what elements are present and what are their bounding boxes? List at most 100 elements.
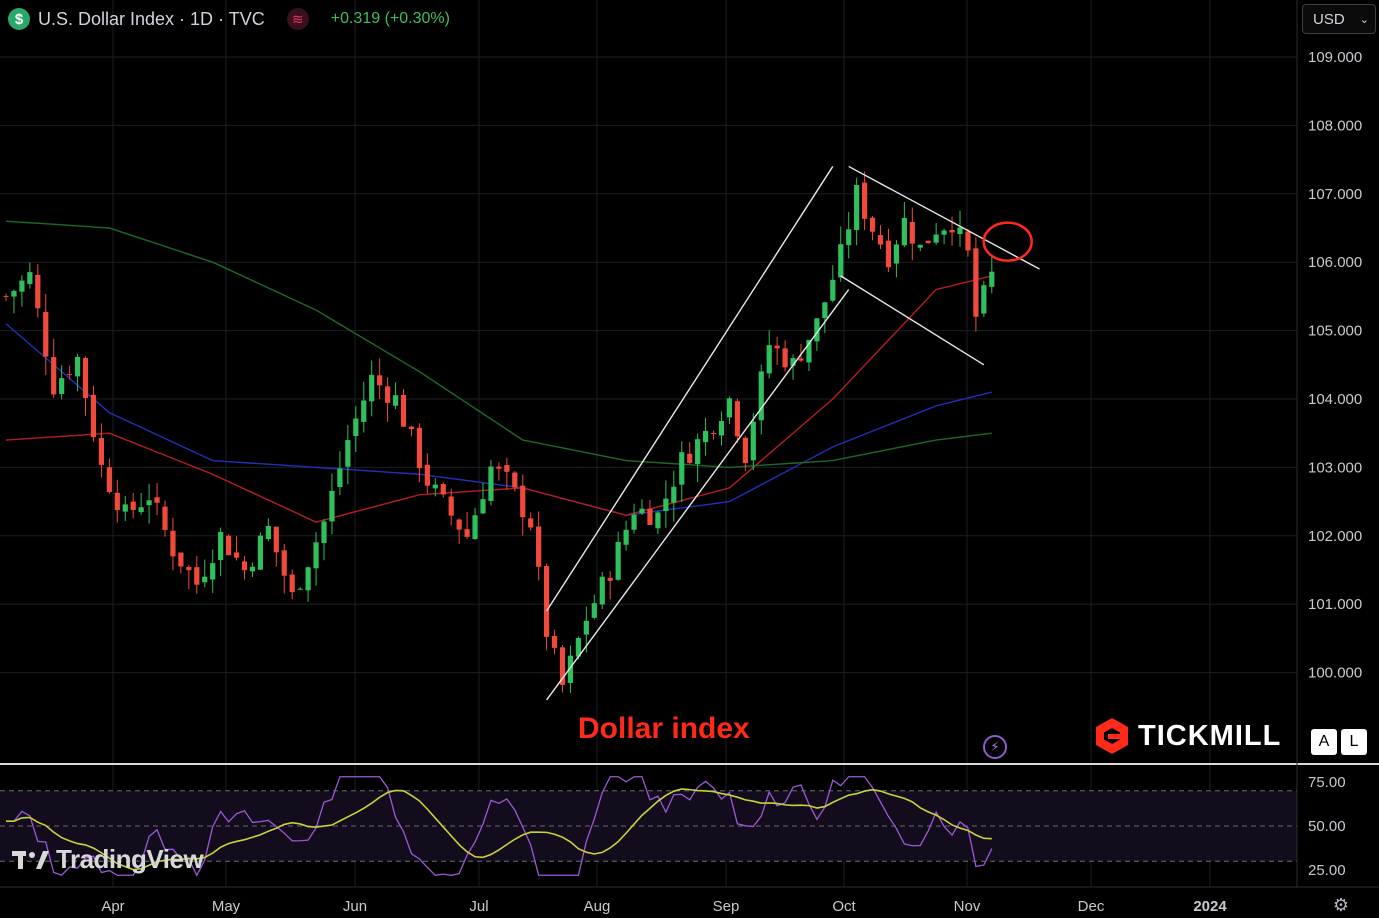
log-scale-button[interactable]: L xyxy=(1341,729,1367,755)
candle-body xyxy=(734,401,740,437)
falling-channel-upper xyxy=(848,165,1040,270)
annotation-label: Dollar index xyxy=(578,712,750,745)
candle-body xyxy=(973,248,979,317)
candle-body xyxy=(917,244,923,248)
candle-body xyxy=(512,472,518,488)
candle-body xyxy=(790,358,796,366)
tradingview-logo: TradingView xyxy=(10,844,204,875)
time-tick-label: Dec xyxy=(1078,898,1105,915)
price-tick-label: 109.000 xyxy=(1308,49,1362,66)
candle-body xyxy=(679,452,685,485)
candle-body xyxy=(106,467,112,493)
price-tick-label: 102.000 xyxy=(1308,528,1362,545)
tickmill-text: TICKMILL xyxy=(1138,719,1282,752)
candle-body xyxy=(774,345,780,349)
candle-body xyxy=(194,567,200,585)
candle-body xyxy=(377,375,383,386)
ma-line-ma200 xyxy=(5,220,992,469)
candle-body xyxy=(464,529,470,537)
candle-body xyxy=(536,526,542,567)
candle-body xyxy=(440,484,446,495)
settings-gear-icon[interactable]: ⚙ xyxy=(1332,895,1350,915)
candle-body xyxy=(687,453,693,463)
price-tick-label: 104.000 xyxy=(1308,391,1362,408)
candle-body xyxy=(981,285,987,314)
candle-body xyxy=(782,348,788,368)
candle-body xyxy=(67,374,73,376)
candle-body xyxy=(186,566,192,571)
falling-channel-lower xyxy=(840,275,985,366)
candle-body xyxy=(313,542,319,569)
candle-body xyxy=(178,552,184,567)
rsi-ma-line xyxy=(5,788,992,871)
candle-body xyxy=(154,497,160,503)
time-tick-label: Jul xyxy=(469,898,488,915)
candle-body xyxy=(51,357,57,395)
candle-body xyxy=(297,588,303,590)
candle-body xyxy=(130,501,136,510)
price-tick-label: 106.000 xyxy=(1308,254,1362,271)
rising-channel-upper xyxy=(546,166,834,612)
trend-lines: Dollar index xyxy=(546,165,1040,745)
rsi-line xyxy=(5,776,993,877)
candle-body xyxy=(162,506,168,530)
candle-body xyxy=(846,229,852,246)
candle-body xyxy=(305,567,311,591)
candle-body xyxy=(456,519,462,530)
candle-body xyxy=(11,290,17,297)
chevron-down-icon: ⌄ xyxy=(1359,13,1369,26)
candle-body xyxy=(392,395,399,406)
candle-body xyxy=(98,437,104,465)
tradingview-mark-icon xyxy=(12,850,49,869)
candle-body xyxy=(528,518,534,528)
candle-body xyxy=(345,440,351,467)
candle-body xyxy=(869,217,876,232)
candle-body xyxy=(607,577,613,581)
dollar-symbol-icon: $ xyxy=(8,8,30,30)
time-tick-label: May xyxy=(212,898,241,915)
candle-body xyxy=(591,603,597,618)
candle-body xyxy=(353,418,359,437)
candle-body xyxy=(432,484,438,489)
lightning-icon[interactable]: ⚡ xyxy=(983,735,1007,759)
candle-body xyxy=(877,235,884,245)
wave-icon[interactable]: ≋ xyxy=(286,8,309,30)
candle-body xyxy=(544,566,550,637)
candle-body xyxy=(337,468,343,488)
currency-select[interactable]: USD ⌄ xyxy=(1302,4,1376,34)
auto-scale-button[interactable]: A xyxy=(1311,729,1337,755)
candle-body xyxy=(59,378,65,394)
candle-body xyxy=(400,394,407,427)
price-change: +0.319 (+0.30%) xyxy=(330,10,450,27)
candle-body xyxy=(218,531,224,561)
candle-body xyxy=(241,561,248,571)
candle-body xyxy=(43,311,49,357)
candle-body xyxy=(90,394,97,438)
candle-body xyxy=(854,185,860,231)
price-tick-label: 100.000 xyxy=(1308,665,1362,682)
candle-body xyxy=(583,620,589,635)
candle-body xyxy=(758,371,764,421)
header: $ U.S. Dollar Index · 1D · TVC ≋ +0.319 … xyxy=(8,6,450,32)
breakout-circle xyxy=(982,221,1033,262)
price-tick-label: 107.000 xyxy=(1308,186,1362,203)
candle-body xyxy=(210,563,216,580)
candle-body xyxy=(74,356,81,377)
symbol-title[interactable]: U.S. Dollar Index · 1D · TVC xyxy=(38,8,265,29)
candle-body xyxy=(631,514,637,530)
time-tick-label: Aug xyxy=(584,898,611,915)
tradingview-text: TradingView xyxy=(56,844,204,874)
candle-body xyxy=(933,234,939,243)
candle-body xyxy=(838,244,844,278)
price-tick-label: 108.000 xyxy=(1308,117,1362,134)
candle-body xyxy=(249,566,256,572)
candle-body xyxy=(551,636,558,648)
candle-body xyxy=(146,500,152,506)
tickmill-hex-icon xyxy=(1096,718,1128,754)
candle-body xyxy=(830,279,836,301)
price-tick-label: 103.000 xyxy=(1308,459,1362,476)
candle-body xyxy=(965,231,971,251)
price-tick-label: 101.000 xyxy=(1308,596,1362,613)
candle-body xyxy=(504,464,510,472)
